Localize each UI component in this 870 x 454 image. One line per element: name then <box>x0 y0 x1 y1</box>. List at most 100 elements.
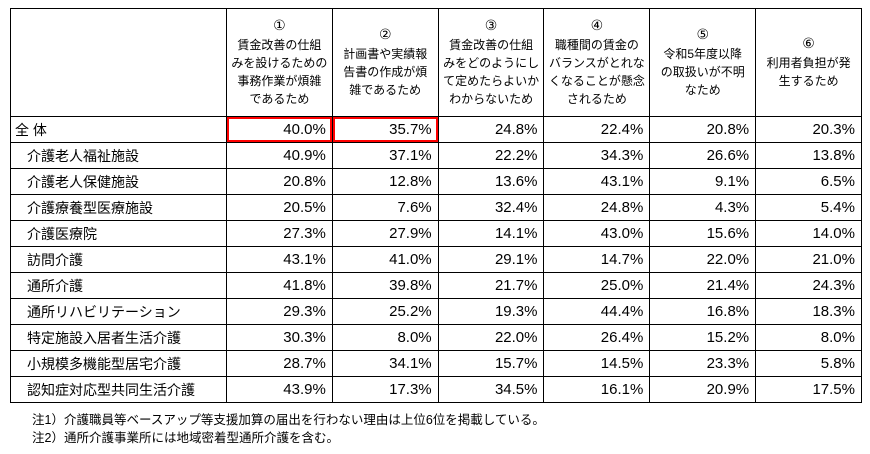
value-cell: 5.8% <box>755 350 862 377</box>
row-label: 全 体 <box>10 116 227 143</box>
value-cell: 14.0% <box>755 220 862 247</box>
corner-cell <box>10 8 227 117</box>
value-cell: 41.8% <box>226 272 333 299</box>
value-cell: 21.4% <box>649 272 757 299</box>
column-label: 賃金改善の仕組 みをどのようにし て定めたらよいか わからないため <box>443 38 540 107</box>
value-cell: 19.3% <box>437 298 545 325</box>
table-row: 介護老人保健施設 20.8% 12.8% 13.6% 43.1% 9.1% 6.5% <box>10 168 862 195</box>
value-cell: 20.8% <box>649 116 757 143</box>
footnote-1: 注1）介護職員等ベースアップ等支援加算の届出を行わない理由は上位6位を掲載してい… <box>32 413 545 427</box>
value-cell: 22.2% <box>437 142 545 169</box>
column-number: ④ <box>590 16 604 33</box>
value-cell: 41.0% <box>331 246 439 273</box>
column-header-1: ① 賃金改善の仕組 みを設けるための 事務作業が煩雑 であるため <box>226 8 333 117</box>
row-label: 通所リハビリテーション <box>10 298 227 325</box>
value-cell: 27.3% <box>226 220 333 247</box>
highlighted-value-cell: 35.7% <box>331 116 439 143</box>
value-cell: 34.5% <box>437 376 545 403</box>
value-cell: 43.1% <box>226 246 333 273</box>
value-cell: 32.4% <box>437 194 545 221</box>
value-cell: 8.0% <box>331 324 439 351</box>
value-cell: 43.9% <box>226 376 333 403</box>
column-label: 令和5年度以降 の取扱いが不明 なため <box>660 47 745 98</box>
value-cell: 39.8% <box>331 272 439 299</box>
value-cell: 26.6% <box>649 142 757 169</box>
row-label: 小規模多機能型居宅介護 <box>10 350 227 377</box>
value-cell: 34.3% <box>543 142 651 169</box>
value-cell: 26.4% <box>543 324 651 351</box>
column-number: ① <box>273 16 286 33</box>
value-cell: 22.0% <box>649 246 757 273</box>
value-cell: 14.5% <box>543 350 651 377</box>
value-cell: 16.1% <box>543 376 651 403</box>
table-row: 介護療養型医療施設 20.5% 7.6% 32.4% 24.8% 4.3% 5.4% <box>10 194 862 221</box>
table-row: 介護医療院 27.3% 27.9% 14.1% 43.0% 15.6% 14.0% <box>10 220 862 247</box>
row-label: 介護医療院 <box>10 220 227 247</box>
table-body: 全 体 40.0% 35.7% 24.8% 22.4% 20.8% 20.3% 介護老人福祉施… <box>10 116 862 403</box>
row-label: 介護療養型医療施設 <box>10 194 227 221</box>
value-cell: 24.8% <box>543 194 651 221</box>
value-cell: 20.9% <box>649 376 757 403</box>
value-cell: 27.9% <box>331 220 439 247</box>
column-label: 職種間の賃金の バランスがとれな くなることが懸念 されるため <box>548 38 645 107</box>
value-cell: 21.0% <box>755 246 862 273</box>
value-cell: 20.5% <box>226 194 333 221</box>
table-row: 認知症対応型共同生活介護 43.9% 17.3% 34.5% 16.1% 20.9% 17.… <box>10 376 862 403</box>
value-cell: 24.3% <box>755 272 862 299</box>
value-cell: 15.6% <box>649 220 757 247</box>
value-cell: 44.4% <box>543 298 651 325</box>
value-cell: 22.0% <box>437 324 545 351</box>
value-cell: 25.2% <box>331 298 439 325</box>
value-cell: 8.0% <box>755 324 862 351</box>
column-number: ② <box>378 25 392 42</box>
table-row: 介護老人福祉施設 40.9% 37.1% 22.2% 34.3% 26.6% 13.8% <box>10 142 862 169</box>
value-cell: 9.1% <box>649 168 757 195</box>
value-cell: 29.3% <box>226 298 333 325</box>
value-cell: 14.7% <box>543 246 651 273</box>
table-row: 特定施設入居者生活介護 30.3% 8.0% 22.0% 26.4% 15.2% 8.0% <box>10 324 862 351</box>
highlighted-value-cell: 40.0% <box>226 116 333 143</box>
value-cell: 30.3% <box>226 324 333 351</box>
row-label: 認知症対応型共同生活介護 <box>10 376 227 403</box>
value-cell: 28.7% <box>226 350 333 377</box>
column-header-4: ④ 職種間の賃金の バランスがとれな くなることが懸念 されるため <box>543 8 651 117</box>
row-label: 通所介護 <box>10 272 227 299</box>
value-cell: 6.5% <box>755 168 862 195</box>
value-cell: 14.1% <box>437 220 545 247</box>
column-number: ③ <box>484 16 498 33</box>
value-cell: 34.1% <box>331 350 439 377</box>
value-cell: 43.0% <box>543 220 651 247</box>
value-cell: 13.6% <box>437 168 545 195</box>
column-label: 利用者負担が発 生するため <box>766 56 851 89</box>
table-row: 訪問介護 43.1% 41.0% 29.1% 14.7% 22.0% 21.0% <box>10 246 862 273</box>
table-header: ① 賃金改善の仕組 みを設けるための 事務作業が煩雑 であるため ② 計画書や実績報 … <box>10 8 862 117</box>
value-cell: 7.6% <box>331 194 439 221</box>
table-row: 小規模多機能型居宅介護 28.7% 34.1% 15.7% 14.5% 23.3% 5.8% <box>10 350 862 377</box>
column-number: ⑥ <box>802 34 815 51</box>
row-label: 介護老人保健施設 <box>10 168 227 195</box>
value-cell: 13.8% <box>755 142 862 169</box>
value-cell: 25.0% <box>543 272 651 299</box>
row-label: 訪問介護 <box>10 246 227 273</box>
table-row: 通所介護 41.8% 39.8% 21.7% 25.0% 21.4% 24.3% <box>10 272 862 299</box>
value-cell: 22.4% <box>543 116 651 143</box>
value-cell: 15.7% <box>437 350 545 377</box>
value-cell: 20.3% <box>755 116 862 143</box>
table-row: 全 体 40.0% 35.7% 24.8% 22.4% 20.8% 20.3% <box>10 116 862 143</box>
footnotes: 注1）介護職員等ベースアップ等支援加算の届出を行わない理由は上位6位を掲載してい… <box>10 411 862 447</box>
column-label: 賃金改善の仕組 みを設けるための 事務作業が煩雑 であるため <box>231 38 328 107</box>
column-label: 計画書や実績報 告書の作成が煩 雑であるため <box>343 47 428 98</box>
value-cell: 21.7% <box>437 272 545 299</box>
value-cell: 23.3% <box>649 350 757 377</box>
column-header-6: ⑥ 利用者負担が発 生するため <box>755 8 862 117</box>
column-header-3: ③ 賃金改善の仕組 みをどのようにし て定めたらよいか わからないため <box>437 8 545 117</box>
value-cell: 18.3% <box>755 298 862 325</box>
value-cell: 43.1% <box>543 168 651 195</box>
row-label: 特定施設入居者生活介護 <box>10 324 227 351</box>
value-cell: 17.3% <box>331 376 439 403</box>
value-cell: 16.8% <box>649 298 757 325</box>
value-cell: 20.8% <box>226 168 333 195</box>
value-cell: 24.8% <box>437 116 545 143</box>
value-cell: 40.9% <box>226 142 333 169</box>
